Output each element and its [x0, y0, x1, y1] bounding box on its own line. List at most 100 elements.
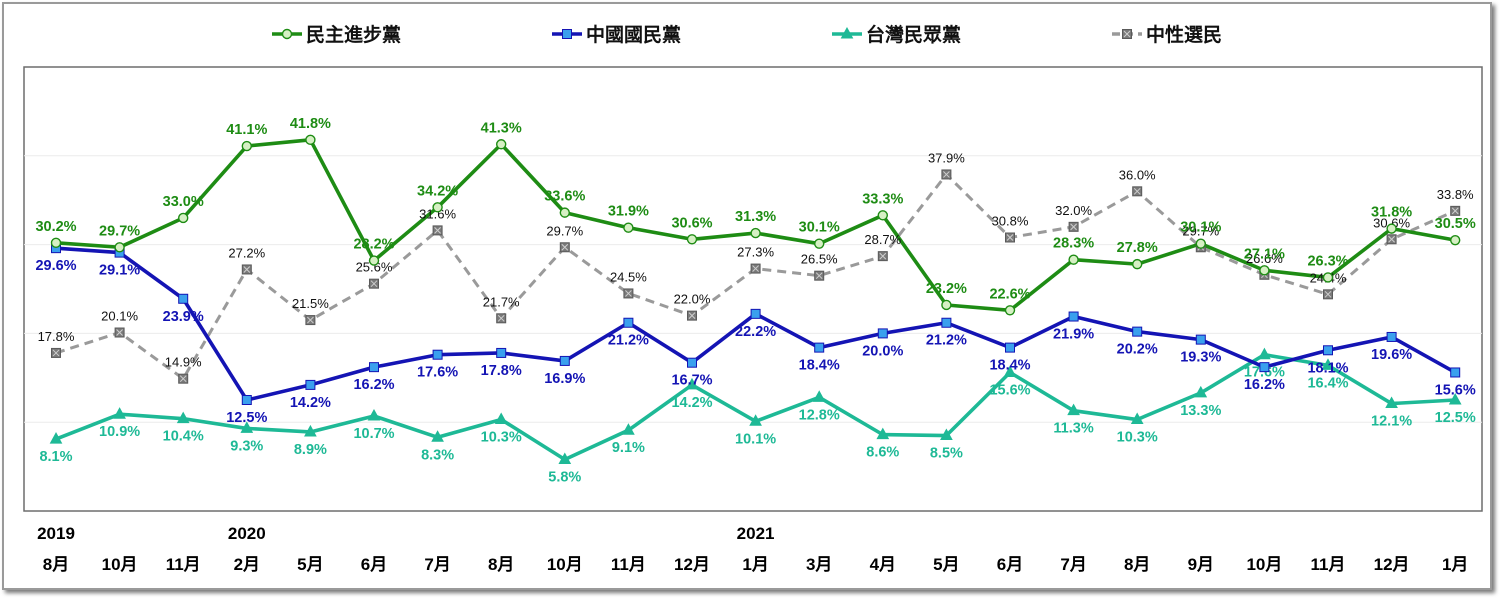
data-point	[1132, 326, 1143, 337]
data-point	[114, 242, 125, 253]
data-label: 16.7%	[671, 373, 712, 389]
data-point	[367, 408, 381, 421]
x-tick-label: 8月	[488, 555, 514, 574]
data-point-x	[434, 227, 441, 234]
data-point-x	[688, 312, 696, 319]
data-label: 17.6%	[417, 365, 458, 381]
x-tick-label: 12月	[1374, 555, 1410, 574]
data-label: 19.6%	[1371, 347, 1412, 363]
data-label: 28.7%	[864, 232, 901, 247]
data-point	[1259, 265, 1270, 276]
data-point-x	[1451, 207, 1459, 215]
data-label: 15.6%	[1435, 382, 1476, 398]
data-label: 21.9%	[1053, 327, 1094, 343]
data-point	[1385, 396, 1398, 409]
data-label: 41.1%	[226, 122, 267, 138]
data-label: 30.6%	[1373, 215, 1410, 230]
legend-label: 台灣民眾黨	[866, 23, 961, 46]
x-tick-label: 11月	[1311, 555, 1346, 574]
data-label: 29.7%	[546, 223, 583, 238]
data-label: 27.8%	[1117, 240, 1158, 256]
data-point	[877, 210, 888, 221]
data-point-x	[243, 266, 251, 273]
x-year-label: 2020	[228, 524, 266, 543]
data-point	[814, 238, 825, 249]
data-point	[876, 427, 890, 440]
data-point	[559, 355, 570, 366]
data-point-x	[879, 252, 887, 260]
data-label: 23.2%	[926, 281, 967, 297]
data-point-x	[52, 349, 60, 357]
data-label: 30.2%	[35, 219, 76, 235]
data-point	[176, 411, 190, 424]
legend-label: 民主進步黨	[306, 23, 401, 46]
legend-label: 中國國民黨	[586, 23, 681, 46]
x-tick-label: 5月	[297, 555, 323, 574]
data-label: 21.5%	[292, 296, 329, 311]
data-label: 9.1%	[612, 440, 645, 456]
data-point-x	[815, 272, 823, 280]
data-point	[941, 299, 952, 311]
data-label: 8.9%	[294, 442, 327, 458]
x-tick-label: 10月	[547, 555, 583, 574]
data-label: 5.8%	[548, 469, 581, 485]
data-point-x	[561, 243, 569, 251]
x-year-label: 2019	[37, 524, 75, 543]
data-label: 32.0%	[1055, 203, 1092, 218]
data-point-x	[1006, 234, 1014, 241]
data-point-x	[1070, 223, 1077, 231]
data-label: 33.6%	[544, 189, 585, 205]
data-label: 8.6%	[866, 445, 899, 461]
data-label: 30.1%	[799, 220, 840, 236]
data-label: 10.7%	[353, 426, 394, 442]
data-point-x	[307, 316, 314, 324]
data-point	[1449, 234, 1461, 246]
data-point	[494, 412, 508, 425]
data-label: 17.6%	[1244, 365, 1285, 381]
x-tick-label: 1月	[742, 555, 768, 574]
data-label: 23.9%	[163, 309, 204, 325]
data-label: 22.0%	[674, 292, 711, 307]
data-point-x	[116, 329, 123, 336]
data-point-x	[370, 280, 378, 288]
data-label: 29.7%	[1182, 223, 1219, 238]
data-label: 36.0%	[1119, 167, 1156, 182]
data-point	[1194, 385, 1208, 398]
data-point	[622, 423, 635, 435]
line-chart: 民主進步黨 中國國民黨 台灣民眾黨 中性選民 17.8% 20.1% 14.9% 27.2% 2…	[23, 23, 1483, 574]
data-point	[1004, 305, 1016, 316]
data-label: 20.2%	[1117, 342, 1158, 358]
data-label: 16.4%	[1307, 375, 1348, 391]
data-label: 16.9%	[544, 371, 585, 387]
data-point	[432, 202, 443, 213]
x-tick-label: 9月	[1188, 555, 1214, 574]
legend-marker	[840, 26, 854, 39]
data-point	[50, 237, 62, 249]
data-point	[1131, 258, 1143, 270]
x-tick-label: 6月	[361, 555, 387, 574]
data-label: 18.1%	[1307, 360, 1348, 376]
data-label: 18.4%	[799, 358, 840, 374]
data-label: 41.3%	[481, 120, 522, 136]
x-tick-label: 11月	[611, 555, 646, 574]
data-label: 17.8%	[38, 329, 75, 344]
data-point-x	[943, 171, 950, 178]
data-point	[1322, 272, 1334, 283]
data-label: 8.1%	[39, 449, 72, 465]
data-label: 30.5%	[1435, 216, 1476, 232]
data-label: 26.6%	[1246, 251, 1283, 266]
data-label: 27.3%	[737, 245, 774, 260]
data-label: 20.1%	[101, 309, 138, 324]
data-point	[496, 139, 507, 150]
data-point	[877, 328, 888, 339]
data-point-x	[625, 290, 632, 297]
data-point	[814, 342, 825, 353]
data-point	[1130, 412, 1144, 425]
x-tick-label: 12月	[674, 555, 710, 574]
data-label: 10.1%	[735, 431, 776, 447]
data-point	[1068, 311, 1079, 322]
data-point	[177, 212, 189, 224]
data-label: 8.5%	[930, 446, 963, 462]
data-label: 29.1%	[99, 263, 140, 279]
data-point	[1258, 347, 1271, 360]
